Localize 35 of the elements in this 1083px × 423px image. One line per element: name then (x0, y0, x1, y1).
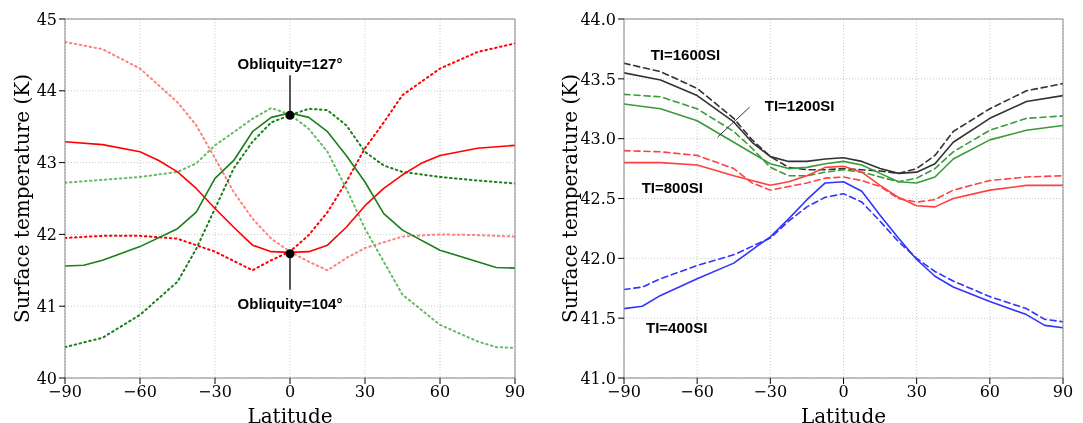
y-tick-label: 43.0 (580, 129, 616, 149)
x-tick-label: −60 (123, 382, 157, 402)
x-tick-label: −60 (680, 382, 715, 402)
y-tick-label: 44.0 (580, 9, 616, 29)
x-axis-title: Latitude (247, 404, 333, 423)
annotation: TI=800SI (641, 179, 703, 197)
y-tick-label: 43.5 (580, 69, 616, 89)
y-tick-label: 42 (36, 225, 57, 245)
y-tick-label: 40 (36, 368, 57, 388)
x-tick-label: 0 (284, 382, 296, 402)
y-tick-label: 42.0 (580, 249, 616, 269)
x-tick-label: 90 (504, 382, 526, 402)
x-tick-label: 30 (354, 382, 376, 402)
annotation: Obliquity=127° (237, 54, 343, 72)
x-tick-label: 30 (906, 382, 927, 402)
y-tick-label: 41 (36, 296, 57, 316)
x-tick-label: 60 (979, 382, 1001, 402)
annotation: Obliquity=104° (237, 295, 343, 313)
y-tick-label: 43 (36, 153, 57, 173)
x-tick-label: 0 (838, 382, 849, 402)
x-axis-title: Latitude (800, 404, 887, 423)
x-tick-label: −30 (753, 382, 788, 402)
x-tick-label: −30 (198, 382, 232, 402)
y-axis-title: Surface temperature (K) (10, 73, 35, 324)
y-tick-label: 45 (36, 9, 57, 29)
annotation: TI=400SI (646, 319, 708, 337)
annotation: TI=1600SI (650, 46, 721, 64)
line-series (65, 107, 515, 349)
x-tick-label: 60 (429, 382, 451, 402)
y-tick-label: 42.5 (580, 189, 616, 209)
y-tick-label: 41.0 (580, 368, 616, 388)
y-tick-label: 44 (36, 81, 57, 101)
annotation: TI=1200SI (764, 96, 835, 114)
x-tick-label: 90 (1052, 382, 1074, 402)
y-tick-label: 41.5 (580, 308, 616, 328)
